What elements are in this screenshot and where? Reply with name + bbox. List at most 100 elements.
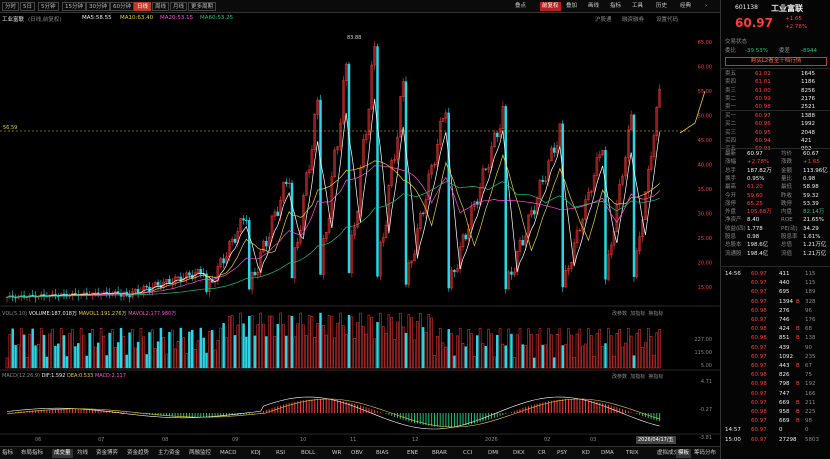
indicator-tab-18[interactable]: DMI: [488, 450, 499, 456]
candle: [638, 231, 641, 255]
candle: [381, 232, 385, 247]
volume-bar: [498, 328, 502, 369]
candle: [518, 236, 522, 257]
link-set-code[interactable]: 设置代码: [656, 17, 679, 23]
period-tab-3[interactable]: 15分钟: [62, 2, 86, 11]
indicator-tab-6[interactable]: 主力资金: [158, 450, 181, 456]
period-tab-1[interactable]: 5日: [20, 2, 35, 11]
volume-bar: [339, 312, 342, 369]
template-tab[interactable]: 模板: [676, 449, 692, 458]
indicator-tab-21[interactable]: PSY: [557, 450, 568, 456]
indicator-tab-4[interactable]: 资金博弈: [96, 450, 119, 456]
volume-bar: [401, 326, 405, 369]
candle: [438, 117, 442, 150]
price-tick: 60.00: [698, 65, 712, 71]
indicator-tab-1[interactable]: 布局指标: [21, 450, 44, 456]
l2-upgrade-banner[interactable]: 购买L2看全十档行情: [725, 57, 827, 66]
indicator-tab-11[interactable]: BOLL: [301, 450, 316, 456]
toolbar-item-adjust[interactable]: 前复权: [540, 2, 561, 11]
indicator-tab-15[interactable]: ENE: [407, 450, 419, 456]
candle: [273, 209, 277, 221]
indicator-tab-9[interactable]: KDJ: [251, 450, 261, 456]
indicator-tab-0[interactable]: 指标: [2, 450, 14, 456]
link-margin[interactable]: 融资融券: [622, 17, 645, 23]
candle: [498, 124, 502, 139]
trade-status: 交易状态: [725, 39, 748, 45]
level-label: 56.59: [3, 125, 17, 131]
indicator-tab-13[interactable]: OBV: [351, 450, 363, 456]
candle: [524, 232, 527, 251]
candle: [265, 236, 268, 252]
toolbar-item-draw[interactable]: 画线: [588, 3, 600, 9]
toolbar-item-more[interactable]: 经典: [680, 3, 692, 9]
volume-bar: [262, 323, 265, 369]
volume-bar: [441, 342, 445, 369]
volume-bar: [182, 337, 185, 369]
period-tab-4[interactable]: 30分钟: [86, 2, 110, 11]
indicator-tab-26[interactable]: 筹码分布: [694, 450, 717, 456]
indicator-tab-19[interactable]: DKX: [513, 450, 525, 456]
indicator-tab-22[interactable]: KD: [582, 450, 590, 456]
candle: [624, 155, 627, 180]
candle: [527, 214, 530, 239]
indicator-tab-20[interactable]: CR: [538, 450, 546, 456]
volume-bar: [541, 344, 545, 369]
switch-indicator-link[interactable]: 换指标: [648, 311, 664, 317]
volume-bar: [42, 334, 46, 369]
volume-bar: [77, 343, 80, 369]
indicator-tab-16[interactable]: BRAR: [432, 450, 447, 456]
indicator-tab-7[interactable]: 两融监控: [189, 450, 212, 456]
indicator-tab-12[interactable]: WR: [332, 450, 342, 456]
volume-bar: [362, 325, 365, 369]
volume-bar: [54, 345, 57, 369]
switch-indicator-link[interactable]: 换指标: [648, 374, 664, 380]
period-tab-5[interactable]: 60分钟: [110, 2, 134, 11]
candle: [347, 61, 351, 274]
kline-chart[interactable]: 65.0060.0055.0050.0045.0040.0035.0030.00…: [0, 23, 720, 446]
volume-bar: [119, 327, 123, 369]
tick-row: 60.98 958 B 225: [751, 409, 816, 415]
volume-bar: [125, 354, 128, 369]
indicator-tab-10[interactable]: RSI: [276, 450, 285, 456]
change-param-link[interactable]: 改参数: [612, 374, 628, 380]
expand-icon[interactable]: ›: [705, 3, 708, 9]
candle: [644, 191, 647, 221]
period-toolbar: 分时 5日 5分钟 15分钟 30分钟 60分钟 日线 周线 月线 更多周期 叠点 前复权 叠加 …: [0, 0, 720, 13]
period-tab-2[interactable]: 5分钟: [38, 2, 59, 11]
period-tab-7[interactable]: 周线: [152, 2, 170, 11]
candle: [453, 269, 456, 278]
candle: [575, 225, 579, 249]
add-indicator-link[interactable]: 加指标: [630, 374, 646, 380]
indicator-tab-25[interactable]: 虚拟成交量: [657, 450, 685, 456]
indicator-tab-24[interactable]: TRIX: [626, 450, 639, 456]
toolbar-item-overlay[interactable]: 叠加: [566, 3, 578, 9]
indicator-tab-14[interactable]: BIAS: [376, 450, 389, 456]
indicator-tab-2[interactable]: 成交量: [52, 449, 73, 458]
toolbar-item-indicator[interactable]: 指标: [610, 3, 622, 9]
volume-bar: [62, 335, 66, 369]
indicator-tab-3[interactable]: 均线: [77, 450, 89, 456]
link-hk-connect[interactable]: 沪股通: [595, 17, 612, 23]
candle: [649, 151, 653, 173]
sidebar-divider: [720, 148, 830, 149]
volume-bar: [239, 312, 242, 369]
period-tab-0[interactable]: 分时: [2, 2, 20, 11]
toolbar-item-tools[interactable]: 工具: [632, 3, 644, 9]
period-tab-6[interactable]: 日线: [134, 2, 152, 11]
toolbar-item-history[interactable]: 历史: [656, 3, 668, 9]
indicator-tab-5[interactable]: 资金趋势: [127, 450, 150, 456]
toolbar-item-stack[interactable]: 叠点: [515, 3, 527, 9]
candle: [233, 233, 237, 245]
indicator-tab-17[interactable]: CCI: [463, 450, 473, 456]
volume-bar: [632, 355, 636, 369]
period-tab-9[interactable]: 更多周期: [188, 2, 217, 11]
candle: [421, 211, 425, 217]
indicator-tab-8[interactable]: MACD: [220, 450, 237, 456]
period-tab-8[interactable]: 月线: [170, 2, 188, 11]
volume-bar: [319, 312, 322, 369]
add-indicator-link[interactable]: 加指标: [630, 311, 646, 317]
volume-bar: [513, 357, 516, 369]
indicator-tab-23[interactable]: DMA: [601, 450, 614, 456]
chart-stock-name: 工业富联: [2, 17, 25, 23]
change-param-link[interactable]: 改参数: [612, 311, 628, 317]
